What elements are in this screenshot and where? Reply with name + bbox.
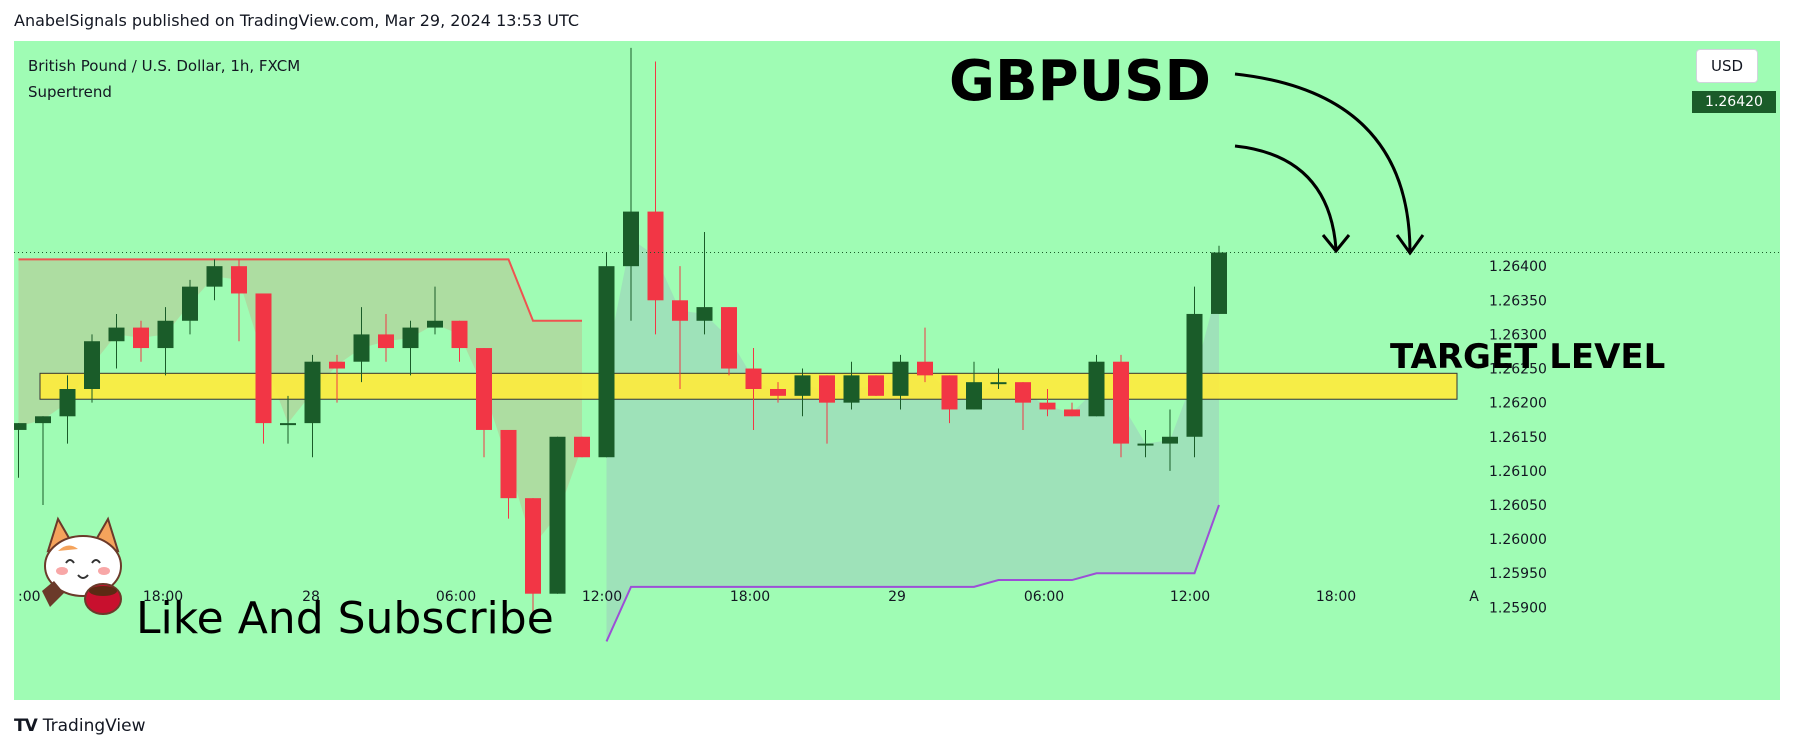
candle-body[interactable] xyxy=(231,266,247,294)
x-tick-label: 18:00 xyxy=(1316,589,1356,605)
candle-body[interactable] xyxy=(623,211,639,267)
arrow-long xyxy=(1234,72,1412,252)
candle-body[interactable] xyxy=(892,361,909,396)
y-tick-label: 1.26400 xyxy=(1489,259,1547,275)
candle-body[interactable] xyxy=(843,375,860,403)
candle-body[interactable] xyxy=(696,307,713,321)
candle-body[interactable] xyxy=(255,293,272,424)
candle-body[interactable] xyxy=(84,341,100,389)
arrow-short xyxy=(1234,144,1338,250)
candle-body[interactable] xyxy=(868,375,884,396)
x-tick-label: 29 xyxy=(888,589,906,605)
candle-body[interactable] xyxy=(427,320,443,328)
x-tick-label: 18:00 xyxy=(730,589,770,605)
arrow-long-head xyxy=(1395,234,1425,256)
supertrend-down-line xyxy=(18,258,582,322)
candle-body[interactable] xyxy=(672,300,688,321)
x-tick-label: 12:00 xyxy=(582,589,622,605)
x-tick-label: 06:00 xyxy=(1024,589,1064,605)
candle-body[interactable] xyxy=(280,423,296,426)
y-tick-label: 1.26100 xyxy=(1489,464,1547,480)
chart-annotation-title: GBPUSD xyxy=(949,49,1211,114)
candle-body[interactable] xyxy=(133,327,149,349)
last-price-tag: 1.26420 xyxy=(1692,91,1776,113)
chart-legend: British Pound / U.S. Dollar, 1h, FXCM Su… xyxy=(28,53,300,105)
candle-body[interactable] xyxy=(770,389,786,396)
footer-brand[interactable]: TradingView xyxy=(42,716,146,736)
x-tick-label: :00 xyxy=(18,589,41,605)
candle-body[interactable] xyxy=(647,211,664,301)
symbol-line[interactable]: British Pound / U.S. Dollar, 1h, FXCM xyxy=(28,57,301,75)
candle-body[interactable] xyxy=(157,320,174,349)
candle-body[interactable] xyxy=(182,286,198,321)
tradingview-logo-icon[interactable]: TV xyxy=(14,716,38,736)
cat-mascot-icon xyxy=(42,516,122,615)
y-tick-label: 1.26200 xyxy=(1489,396,1547,412)
candle-body[interactable] xyxy=(1039,402,1056,410)
candle-body[interactable] xyxy=(304,361,321,424)
candle-body[interactable] xyxy=(1064,409,1080,417)
candle-body[interactable] xyxy=(721,307,737,369)
candle-body[interactable] xyxy=(1162,436,1178,444)
y-tick-label: 1.26150 xyxy=(1489,430,1547,446)
candle-body[interactable] xyxy=(451,320,468,349)
candle-body[interactable] xyxy=(966,382,982,410)
candle-body[interactable] xyxy=(990,382,1007,385)
subscribe-text: Like And Subscribe xyxy=(136,593,554,644)
chart-area[interactable]: 1.26400 1.26350 1.26300 1.26250 1.26200 1.261… xyxy=(14,41,1780,700)
price-chart[interactable]: 1.26400 1.26350 1.26300 1.26250 1.26200 1.261… xyxy=(14,41,1780,700)
indicator-name[interactable]: Supertrend xyxy=(28,83,112,101)
target-level-label: TARGET LEVEL xyxy=(1390,337,1666,377)
footer: TV TradingView xyxy=(14,716,145,736)
candle-body[interactable] xyxy=(1015,382,1031,403)
y-tick-label: 1.26050 xyxy=(1489,498,1547,514)
candle-body[interactable] xyxy=(35,416,51,424)
candle-body[interactable] xyxy=(108,327,125,342)
candle-body[interactable] xyxy=(1186,313,1203,437)
candle-body[interactable] xyxy=(819,375,835,403)
candle-body[interactable] xyxy=(917,361,933,376)
candle-body[interactable] xyxy=(941,375,958,410)
x-tick-label: 28 xyxy=(302,589,320,605)
x-tick-label: A xyxy=(1469,589,1479,605)
supertrend-up-fill xyxy=(606,238,1219,642)
candle-body[interactable] xyxy=(598,266,615,458)
currency-button[interactable]: USD xyxy=(1696,49,1758,83)
x-tick-label: 06:00 xyxy=(436,589,476,605)
candle-body[interactable] xyxy=(794,375,811,396)
y-tick-label: 1.25950 xyxy=(1489,566,1547,582)
supertrend-up-line xyxy=(605,504,1220,642)
publish-header: AnabelSignals published on TradingView.c… xyxy=(14,11,579,30)
candle-body[interactable] xyxy=(476,348,492,430)
candle-body[interactable] xyxy=(500,429,517,499)
candle-body[interactable] xyxy=(525,498,541,594)
candle-body[interactable] xyxy=(1137,443,1154,446)
candle-body[interactable] xyxy=(1088,361,1105,417)
candle-body[interactable] xyxy=(1211,252,1227,314)
x-tick-label: 18:00 xyxy=(143,589,183,605)
candle-body[interactable] xyxy=(329,361,345,369)
candle-body[interactable] xyxy=(402,327,419,349)
arrow-short-head xyxy=(1321,234,1351,254)
candle-body[interactable] xyxy=(353,334,370,362)
candle-body[interactable] xyxy=(378,334,394,349)
candle-body[interactable] xyxy=(59,389,76,417)
candle-body[interactable] xyxy=(1113,361,1129,444)
y-tick-label: 1.25900 xyxy=(1489,600,1547,616)
candle-body[interactable] xyxy=(206,266,223,287)
y-tick-label: 1.26000 xyxy=(1489,532,1547,548)
y-tick-label: 1.26250 xyxy=(1489,362,1547,378)
x-tick-label: 12:00 xyxy=(1170,589,1210,605)
y-tick-label: 1.26300 xyxy=(1489,327,1547,343)
candle-body[interactable] xyxy=(574,436,590,458)
candle-body[interactable] xyxy=(549,436,566,594)
supertrend-down-fill xyxy=(18,259,582,546)
candle-body[interactable] xyxy=(14,423,27,430)
candle-body[interactable] xyxy=(745,368,762,389)
y-tick-label: 1.26350 xyxy=(1489,293,1547,309)
